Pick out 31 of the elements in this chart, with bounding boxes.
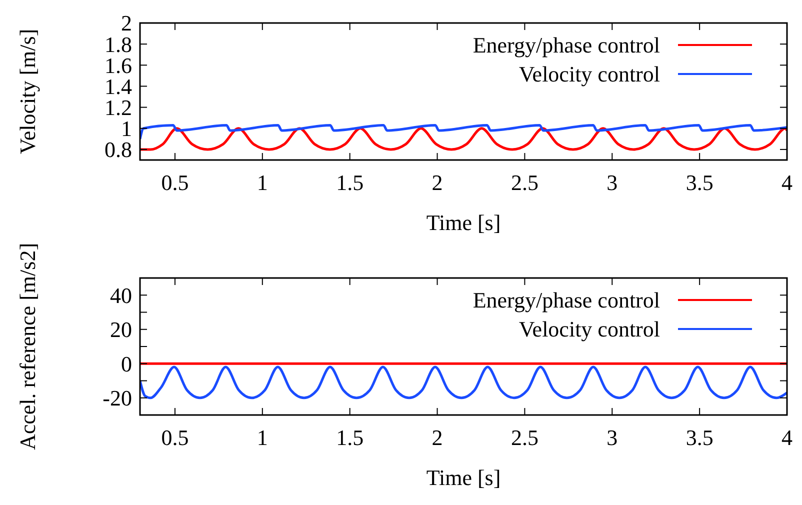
x-tick-label: 1 [256, 170, 268, 195]
x-axis-title: Time [s] [426, 210, 501, 235]
x-tick-label: 1 [256, 425, 268, 450]
line-series [140, 366, 787, 400]
y-tick-label: 0 [121, 351, 132, 376]
x-tick-label: 2.5 [510, 425, 538, 450]
y-tick-label: 20 [110, 317, 132, 342]
x-tick-label: 2 [432, 425, 443, 450]
legend-label: Velocity control [518, 316, 660, 342]
y-tick-label: 40 [110, 282, 132, 308]
legend-label: Velocity control [518, 62, 660, 87]
x-tick-label: 3 [606, 170, 618, 195]
line-series [140, 127, 787, 151]
x-tick-label: 2 [432, 170, 443, 195]
x-tick-label: 4 [782, 170, 792, 195]
x-tick-label: 3.5 [686, 170, 714, 195]
x-tick-label: 0.5 [161, 425, 189, 450]
x-tick-label: 4 [782, 425, 792, 450]
x-tick-label: 3 [606, 425, 618, 450]
x-tick-label: 1.5 [336, 170, 364, 195]
y-axis-title: Velocity [m/s] [15, 28, 40, 154]
x-axis-title: Time [s] [426, 465, 501, 490]
x-tick-label: 0.5 [161, 170, 189, 195]
legend-label: Energy/phase control [472, 32, 660, 58]
y-axis-title: Accel. reference [m/s2] [15, 242, 40, 450]
x-tick-label: 2.5 [510, 170, 538, 195]
y-tick-label: -20 [102, 386, 132, 411]
legend-label: Energy/phase control [472, 288, 660, 313]
x-tick-label: 3.5 [686, 425, 714, 450]
line-series [140, 124, 787, 140]
x-tick-label: 1.5 [336, 425, 364, 450]
